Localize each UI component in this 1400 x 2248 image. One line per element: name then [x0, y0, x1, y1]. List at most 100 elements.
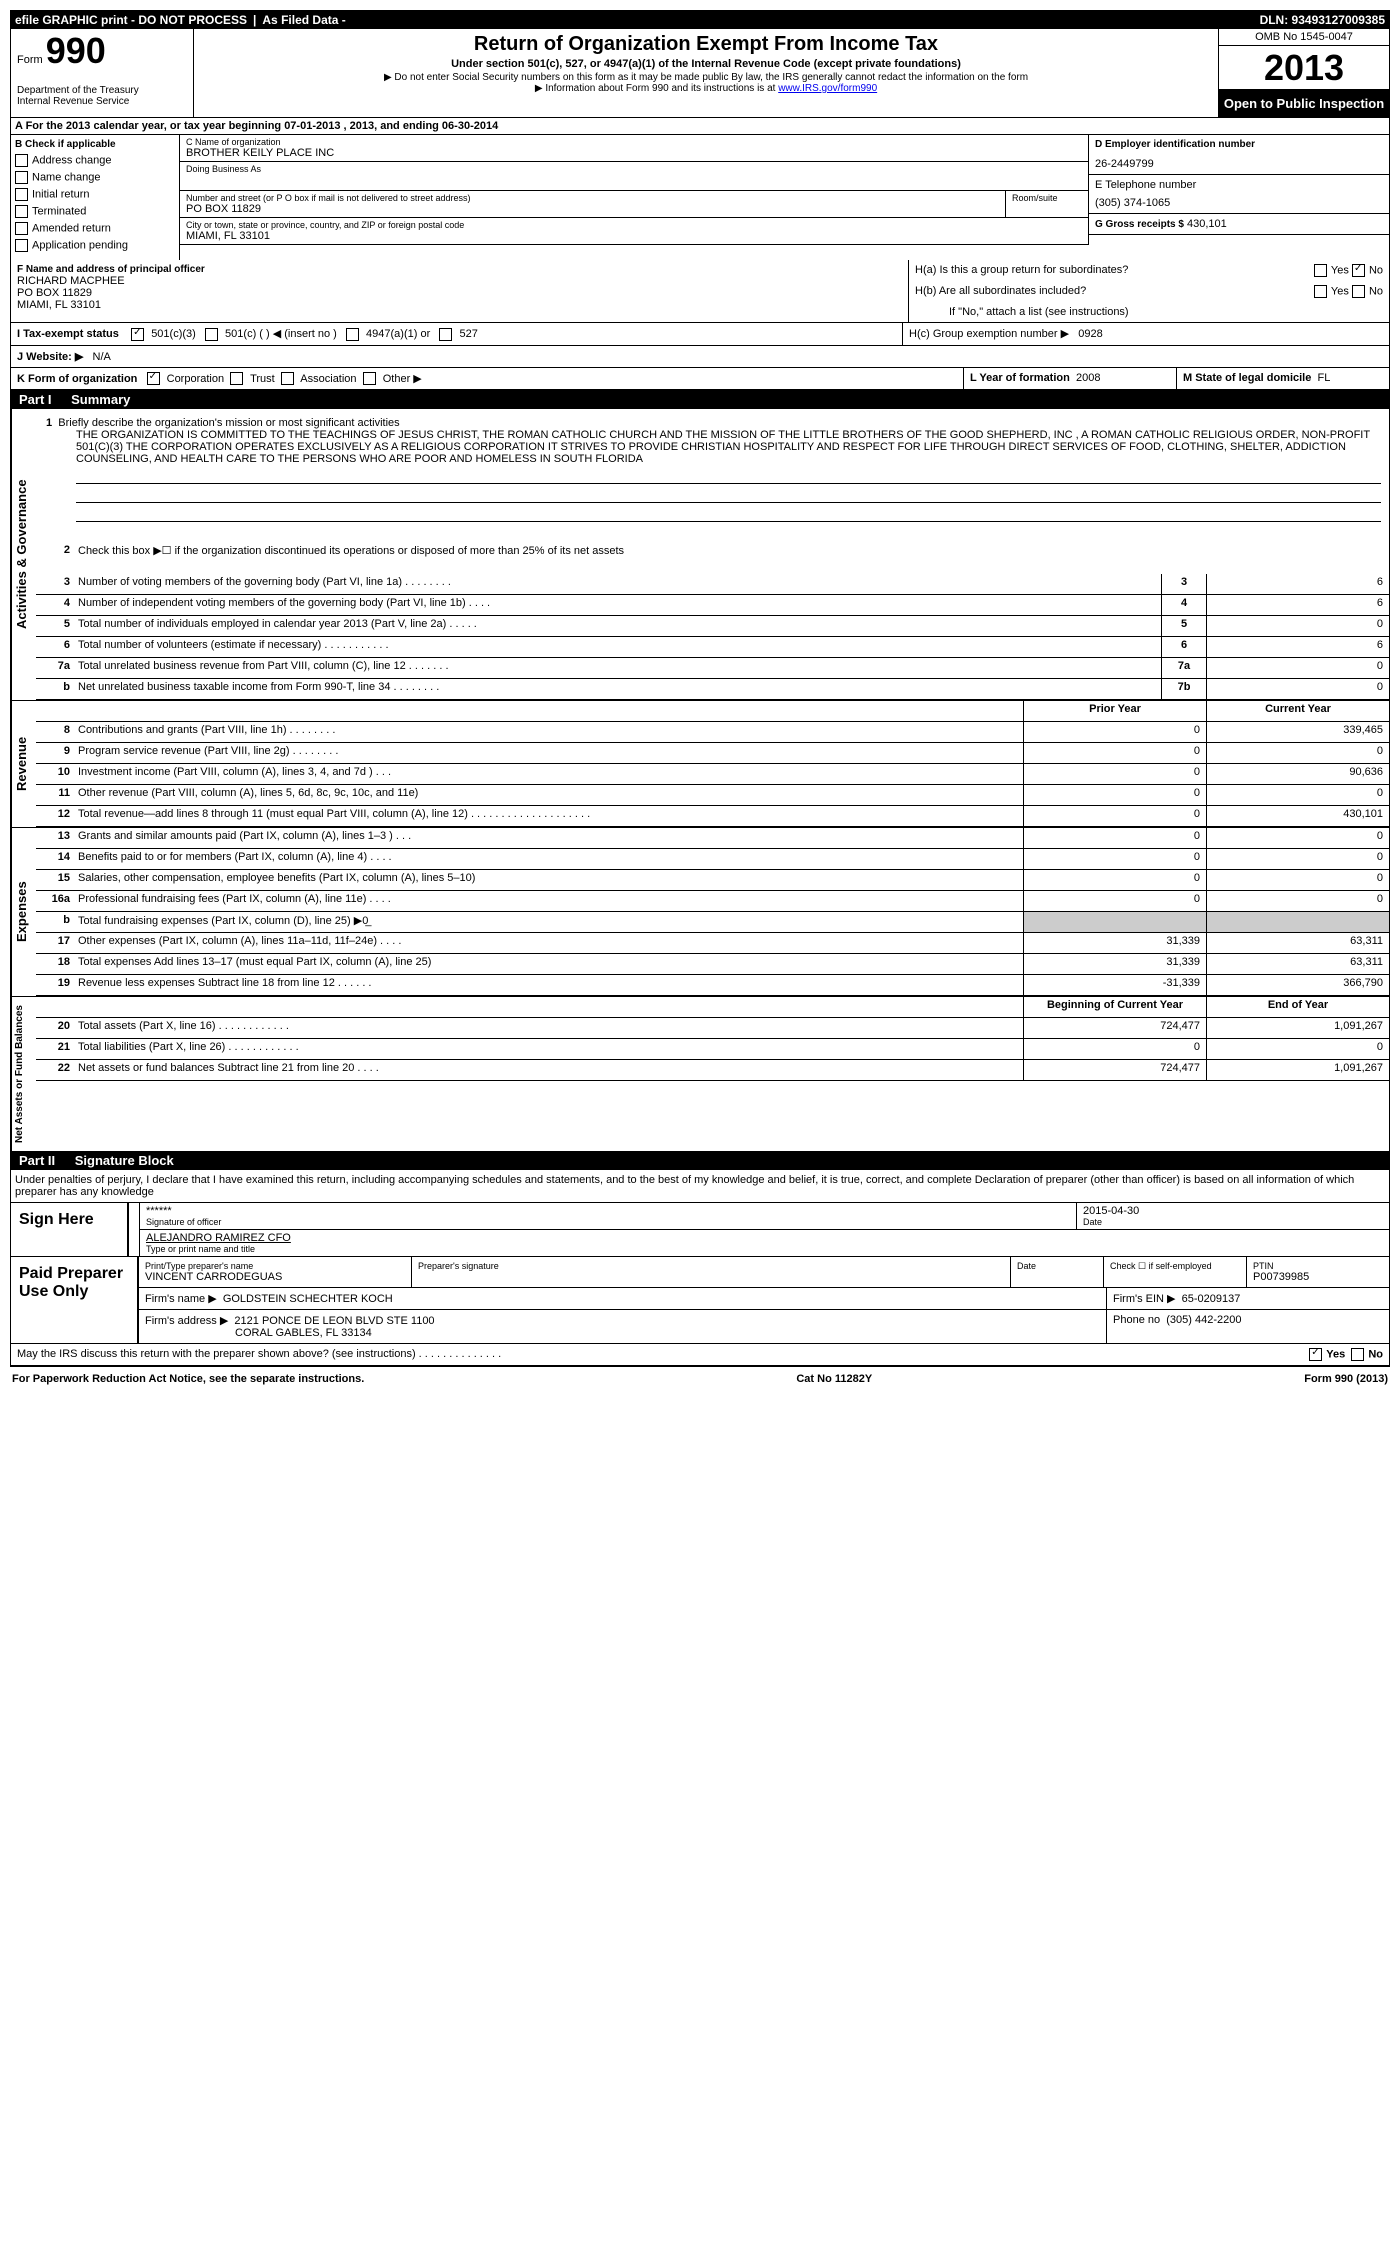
gross-value: 430,101	[1187, 218, 1227, 230]
firm-ein-label: Firm's EIN ▶	[1113, 1293, 1176, 1305]
prior-val: 31,339	[1023, 933, 1206, 953]
i-527-check[interactable]	[439, 328, 452, 341]
line-item: 13Grants and similar amounts paid (Part …	[36, 828, 1389, 849]
omb-number: OMB No 1545-0047	[1219, 29, 1389, 46]
line-ref: 7a	[1161, 658, 1207, 678]
firm-ein: 65-0209137	[1182, 1293, 1241, 1305]
vlabel-governance: Activities & Governance	[11, 409, 36, 700]
checkbox[interactable]	[15, 239, 28, 252]
prior-val: 0	[1023, 785, 1206, 805]
checkbox[interactable]	[15, 154, 28, 167]
hb-yes-check[interactable]	[1314, 285, 1327, 298]
right-info: D Employer identification number 26-2449…	[1089, 135, 1389, 260]
line-text: Total assets (Part X, line 16) . . . . .…	[74, 1018, 1023, 1038]
checkbox[interactable]	[15, 205, 28, 218]
line-num: 20	[36, 1018, 74, 1038]
h-note: If "No," attach a list (see instructions…	[909, 302, 1389, 322]
line-item: bNet unrelated business taxable income f…	[36, 679, 1389, 700]
k-check[interactable]	[147, 372, 160, 385]
form-prefix: Form	[17, 54, 43, 66]
dept-treasury: Department of the Treasury	[17, 85, 187, 96]
hc-label: H(c) Group exemption number ▶	[909, 328, 1069, 340]
l-value: 2008	[1076, 372, 1100, 384]
line-num: 10	[36, 764, 74, 784]
f-addr1: PO BOX 11829	[17, 287, 902, 299]
line-num: 15	[36, 870, 74, 890]
irs-link[interactable]: www.IRS.gov/form990	[778, 83, 877, 94]
i-4947-check[interactable]	[346, 328, 359, 341]
line-num: 6	[36, 637, 74, 657]
i-501c3-check[interactable]	[131, 328, 144, 341]
sig-stars: ******	[146, 1205, 1070, 1217]
current-val: 0	[1206, 828, 1389, 848]
i-501c-check[interactable]	[205, 328, 218, 341]
footer-left: For Paperwork Reduction Act Notice, see …	[12, 1373, 364, 1385]
line-text: Grants and similar amounts paid (Part IX…	[74, 828, 1023, 848]
line2-text: Check this box ▶☐ if the organization di…	[74, 542, 1389, 562]
phone-label: E Telephone number	[1095, 179, 1383, 191]
line-text: Total revenue—add lines 8 through 11 (mu…	[74, 806, 1023, 826]
checkbox[interactable]	[15, 222, 28, 235]
line-val: 0	[1207, 658, 1389, 678]
sig-name-label: Type or print name and title	[146, 1244, 1383, 1254]
checkbox[interactable]	[15, 188, 28, 201]
org-info: C Name of organization BROTHER KEILY PLA…	[180, 135, 1089, 260]
prior-val: 0	[1023, 764, 1206, 784]
line-item: 22Net assets or fund balances Subtract l…	[36, 1060, 1389, 1081]
hb-no-check[interactable]	[1352, 285, 1365, 298]
line-item: 17Other expenses (Part IX, column (A), l…	[36, 933, 1389, 954]
line-item: 15Salaries, other compensation, employee…	[36, 870, 1389, 891]
line-text: Benefits paid to or for members (Part IX…	[74, 849, 1023, 869]
line-ref: 4	[1161, 595, 1207, 615]
dba-label: Doing Business As	[186, 164, 1082, 174]
sig-name: ALEJANDRO RAMIREZ CFO	[146, 1232, 1383, 1244]
discuss-yes-check[interactable]	[1309, 1348, 1322, 1361]
line-num: 9	[36, 743, 74, 763]
perjury-text: Under penalties of perjury, I declare th…	[11, 1170, 1389, 1203]
title-box: Return of Organization Exempt From Incom…	[194, 29, 1218, 117]
line2-num: 2	[36, 542, 74, 562]
section-a: A For the 2013 calendar year, or tax yea…	[11, 118, 1389, 135]
discuss-no-check[interactable]	[1351, 1348, 1364, 1361]
line-item: 3Number of voting members of the governi…	[36, 574, 1389, 595]
checkbox[interactable]	[15, 171, 28, 184]
ha-yes-check[interactable]	[1314, 264, 1327, 277]
org-name: BROTHER KEILY PLACE INC	[186, 147, 1082, 159]
line-text: Total liabilities (Part X, line 26) . . …	[74, 1039, 1023, 1059]
line-num: 7a	[36, 658, 74, 678]
current-val: 430,101	[1206, 806, 1389, 826]
line-item: 14Benefits paid to or for members (Part …	[36, 849, 1389, 870]
firm-name-label: Firm's name ▶	[145, 1293, 217, 1305]
line-num: 22	[36, 1060, 74, 1080]
line-item: 4Number of independent voting members of…	[36, 595, 1389, 616]
k-check[interactable]	[363, 372, 376, 385]
line-text: Other expenses (Part IX, column (A), lin…	[74, 933, 1023, 953]
j-value: N/A	[93, 351, 111, 363]
current-val: 0	[1206, 849, 1389, 869]
part2-label: Part II	[19, 1153, 55, 1168]
line-num: 16a	[36, 891, 74, 911]
prior-val: 0	[1023, 743, 1206, 763]
line-item: 19Revenue less expenses Subtract line 18…	[36, 975, 1389, 996]
current-val: 0	[1206, 743, 1389, 763]
ein-label: D Employer identification number	[1095, 139, 1383, 150]
ha-no-check[interactable]	[1352, 264, 1365, 277]
line-num: 17	[36, 933, 74, 953]
mission-num: 1	[46, 417, 52, 429]
prior-val: 0	[1023, 722, 1206, 742]
prior-val: 0	[1023, 891, 1206, 911]
line-item: 5Total number of individuals employed in…	[36, 616, 1389, 637]
k-check[interactable]	[230, 372, 243, 385]
current-val: 366,790	[1206, 975, 1389, 995]
line-text: Total expenses Add lines 13–17 (must equ…	[74, 954, 1023, 974]
sig-date-label: Date	[1083, 1217, 1383, 1227]
line-item: 16aProfessional fundraising fees (Part I…	[36, 891, 1389, 912]
k-check[interactable]	[281, 372, 294, 385]
line-text: Total fundraising expenses (Part IX, col…	[74, 912, 1023, 932]
discuss-text: May the IRS discuss this return with the…	[17, 1348, 1309, 1361]
line-num: 12	[36, 806, 74, 826]
phone-value: (305) 374-1065	[1095, 197, 1383, 209]
line-num: 18	[36, 954, 74, 974]
line-item: 6Total number of volunteers (estimate if…	[36, 637, 1389, 658]
line-ref: 7b	[1161, 679, 1207, 699]
